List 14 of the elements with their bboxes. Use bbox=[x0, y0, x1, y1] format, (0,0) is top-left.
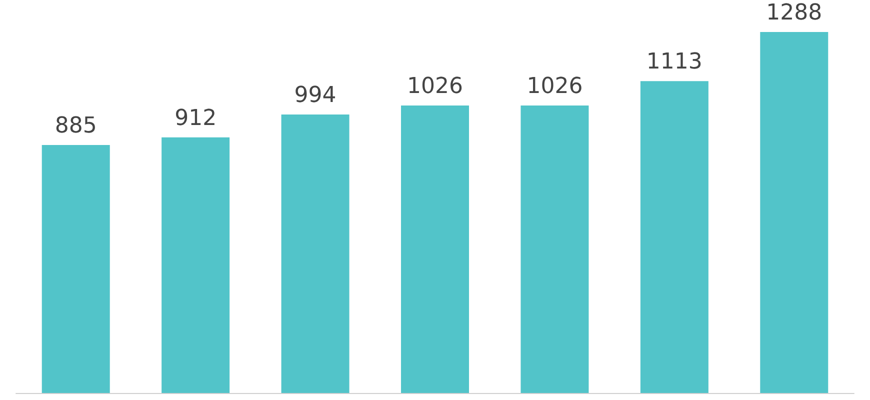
bar bbox=[520, 105, 589, 393]
bar bbox=[162, 137, 230, 393]
data-label: 1288 bbox=[766, 0, 822, 26]
bar bbox=[281, 114, 350, 393]
data-label: 885 bbox=[54, 113, 97, 138]
data-label: 1026 bbox=[407, 74, 463, 99]
data-label: 912 bbox=[174, 106, 217, 131]
bar bbox=[760, 32, 828, 393]
bar bbox=[640, 81, 708, 393]
data-label: 1026 bbox=[526, 74, 583, 99]
bar bbox=[42, 144, 110, 393]
data-label: 994 bbox=[294, 82, 336, 108]
data-label: 1113 bbox=[646, 50, 702, 75]
bar bbox=[401, 105, 469, 393]
